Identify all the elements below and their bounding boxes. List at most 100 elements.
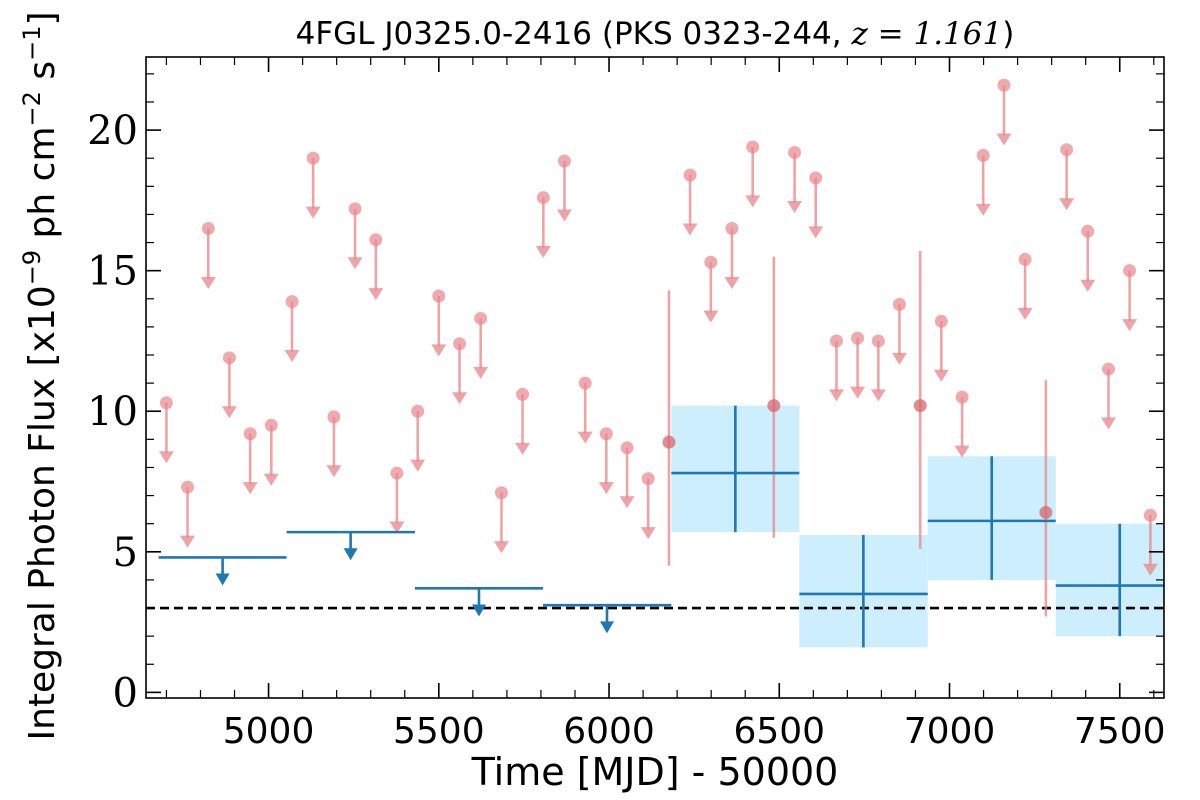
y-tick-label: 15	[87, 249, 138, 295]
fine-detection-point	[662, 435, 676, 449]
y-axis-label: Integral Photon Flux [x10−9 ph cm−2 s−1]	[18, 11, 63, 740]
fine-upper-limit-arrow	[598, 482, 614, 495]
ylabel-exp3: −1	[18, 26, 46, 61]
coarse-upper-limit-arrow	[471, 604, 486, 617]
fine-upper-limit-arrow	[1017, 307, 1033, 320]
ylabel-mid: ph cm	[22, 126, 63, 249]
fine-upper-limit-arrow	[200, 276, 216, 289]
fine-detection-point	[767, 399, 781, 413]
ylabel-exp2: −2	[18, 91, 46, 126]
fine-upper-limit-arrow	[180, 535, 196, 548]
fine-upper-limit-point	[725, 221, 739, 235]
fine-upper-limit-arrow	[368, 288, 384, 301]
fine-upper-limit-arrow	[242, 482, 258, 495]
fine-upper-limit-arrow	[954, 445, 970, 458]
fine-upper-limit-arrow	[703, 310, 719, 323]
fine-detection-point	[1039, 505, 1053, 519]
fine-upper-limit-arrow	[158, 451, 174, 464]
fine-upper-limit-point	[788, 146, 802, 160]
ylabel-suffix: ]	[22, 11, 63, 25]
fine-upper-limit-point	[453, 337, 467, 351]
fine-upper-limit-arrow	[452, 392, 468, 405]
fine-upper-limit-point	[934, 314, 948, 328]
fine-upper-limit-point	[557, 154, 571, 168]
fine-upper-limit-arrow	[1142, 563, 1158, 576]
fine-upper-limit-arrow	[305, 206, 321, 219]
fine-upper-limit-arrow	[326, 465, 342, 478]
fine-bin-series	[158, 78, 1158, 617]
fine-upper-limit-arrow	[473, 366, 489, 379]
x-axis: 5000 5500 6000 6500 7000 7500	[165, 57, 1166, 752]
fine-upper-limit-point	[1018, 252, 1032, 266]
fine-upper-limit-point	[976, 148, 990, 162]
x-tick-label: 6500	[733, 711, 825, 752]
plot-frame	[145, 56, 1165, 699]
coarse-detection-band	[1055, 523, 1164, 637]
y-tick-label: 10	[87, 389, 138, 435]
fine-upper-limit-arrow	[724, 276, 740, 289]
fine-upper-limit-point	[599, 427, 613, 441]
fine-upper-limit-arrow	[975, 203, 991, 216]
x-tick-label: 7000	[904, 711, 996, 752]
chart-title: 4FGL J0325.0-2416 (PKS 0323-244, z = 1.1…	[296, 16, 1015, 52]
x-tick-label: 5000	[223, 711, 315, 752]
coarse-upper-limit-arrow	[343, 548, 358, 561]
fine-upper-limit-point	[746, 140, 760, 154]
fine-upper-limit-point	[704, 255, 718, 269]
fine-upper-limit-point	[369, 233, 383, 247]
fine-upper-limit-point	[327, 410, 341, 424]
x-tick-label: 7500	[1074, 711, 1166, 752]
y-tick-label: 20	[87, 108, 138, 154]
fine-upper-limit-arrow	[1080, 279, 1096, 292]
fine-upper-limit-point	[1123, 264, 1137, 278]
fine-upper-limit-arrow	[347, 257, 363, 270]
fine-upper-limit-arrow	[263, 473, 279, 486]
fine-upper-limit-arrow	[535, 246, 551, 259]
fine-upper-limit-point	[306, 151, 320, 165]
coarse-upper-limit-arrow	[215, 573, 230, 586]
fine-upper-limit-point	[1060, 143, 1074, 157]
fine-upper-limit-point	[851, 331, 865, 345]
fine-upper-limit-point	[411, 404, 425, 418]
fine-upper-limit-point	[997, 78, 1011, 92]
fine-upper-limit-point	[955, 390, 969, 404]
fine-upper-limit-arrow	[787, 201, 803, 214]
fine-upper-limit-point	[285, 295, 299, 309]
fine-upper-limit-point	[181, 480, 195, 494]
fine-upper-limit-arrow	[828, 389, 844, 402]
fine-upper-limit-point	[1081, 224, 1095, 238]
fine-upper-limit-point	[536, 191, 550, 205]
title-close: )	[1002, 16, 1014, 52]
fine-upper-limit-arrow	[556, 209, 572, 222]
fine-upper-limit-arrow	[850, 386, 866, 399]
fine-upper-limit-point	[432, 289, 446, 303]
fine-upper-limit-arrow	[745, 195, 761, 208]
fine-upper-limit-point	[390, 466, 404, 480]
fine-upper-limit-point	[159, 396, 173, 410]
y-tick-label: 5	[113, 530, 138, 576]
fine-upper-limit-arrow	[221, 406, 237, 419]
fine-upper-limit-arrow	[682, 223, 698, 236]
fine-upper-limit-point	[348, 202, 362, 216]
coarse-bin-series	[158, 405, 1164, 648]
coarse-upper-limit-arrow	[599, 621, 614, 634]
x-axis-label: Time [MJD] - 50000	[471, 750, 839, 794]
fine-upper-limit-point	[809, 171, 823, 185]
x-tick-label: 5500	[393, 711, 485, 752]
title-text: 4FGL J0325.0-2416 (PKS 0323-244,	[296, 16, 852, 52]
fine-upper-limit-point	[222, 351, 236, 365]
fine-upper-limit-arrow	[1122, 319, 1138, 332]
coarse-bin-bands	[671, 405, 1164, 648]
fine-upper-limit-point	[1143, 508, 1157, 522]
fine-upper-limit-arrow	[577, 431, 593, 444]
fine-upper-limit-point	[516, 387, 530, 401]
fine-upper-limit-point	[243, 427, 257, 441]
fine-upper-limit-arrow	[891, 352, 907, 365]
fine-upper-limit-arrow	[284, 350, 300, 363]
fine-upper-limit-point	[494, 486, 508, 500]
fine-upper-limit-arrow	[431, 344, 447, 357]
fine-upper-limit-arrow	[389, 521, 405, 534]
fine-upper-limit-arrow	[1059, 198, 1075, 211]
fine-upper-limit-arrow	[808, 226, 824, 239]
